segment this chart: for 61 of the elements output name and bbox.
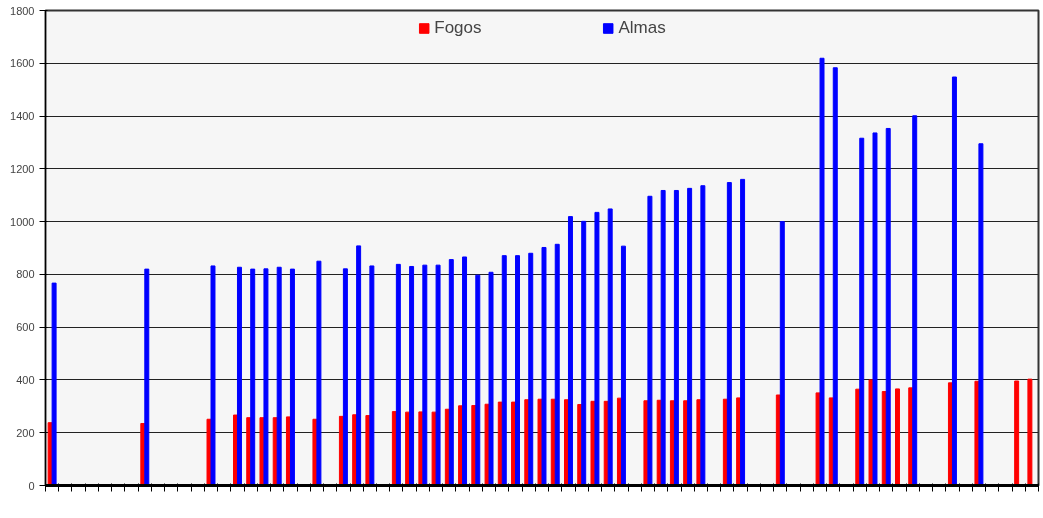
y-tick-label: 800 (16, 268, 35, 281)
bar (236, 266, 242, 486)
bar (51, 282, 57, 486)
bar (779, 221, 785, 486)
bar (660, 189, 666, 486)
bar (620, 245, 626, 486)
bar (872, 132, 878, 486)
bar (567, 216, 573, 486)
bar (687, 187, 693, 486)
bar (912, 115, 918, 486)
bar (1027, 378, 1033, 486)
bar (289, 268, 295, 486)
bar (554, 243, 560, 486)
bar (263, 268, 269, 486)
bar (885, 127, 891, 486)
bar (475, 274, 481, 486)
y-tick-label: 200 (16, 426, 35, 439)
bar (515, 255, 520, 486)
bar (951, 76, 957, 486)
bar (342, 268, 348, 486)
bar (581, 220, 587, 486)
bar (528, 252, 534, 486)
bar (819, 57, 825, 486)
y-tick-label: 0 (28, 479, 35, 492)
bar (541, 246, 547, 486)
bar (144, 268, 150, 486)
y-tick-label: 1000 (10, 215, 35, 228)
bar (895, 388, 900, 486)
bar (726, 182, 732, 486)
bar (422, 264, 428, 486)
bar (316, 260, 322, 486)
bar (700, 185, 706, 486)
y-tick-label: 1600 (10, 57, 35, 70)
bar (594, 211, 600, 486)
bar (1014, 380, 1020, 486)
bar (488, 271, 494, 486)
bar (409, 265, 415, 486)
bar (210, 265, 216, 486)
bar (435, 264, 441, 486)
legend-label: Fogos (434, 18, 482, 38)
bar (832, 67, 838, 486)
y-tick-label: 1400 (10, 110, 35, 123)
bar (448, 259, 454, 486)
bar (607, 208, 613, 486)
bar (276, 266, 282, 486)
bar (673, 189, 679, 486)
bar (395, 263, 401, 486)
bar (647, 195, 653, 486)
bar (369, 265, 375, 486)
y-tick-label: 1800 (10, 4, 35, 17)
y-tick-label: 1200 (10, 162, 35, 175)
bar (462, 256, 468, 486)
bar (501, 255, 507, 486)
bar (356, 245, 362, 486)
y-tick-label: 400 (16, 373, 35, 386)
bar (859, 137, 865, 486)
legend-label: Almas (618, 18, 666, 38)
y-tick-label: 600 (16, 321, 35, 334)
bar (978, 143, 984, 486)
bar (250, 268, 256, 486)
bar (740, 178, 746, 486)
